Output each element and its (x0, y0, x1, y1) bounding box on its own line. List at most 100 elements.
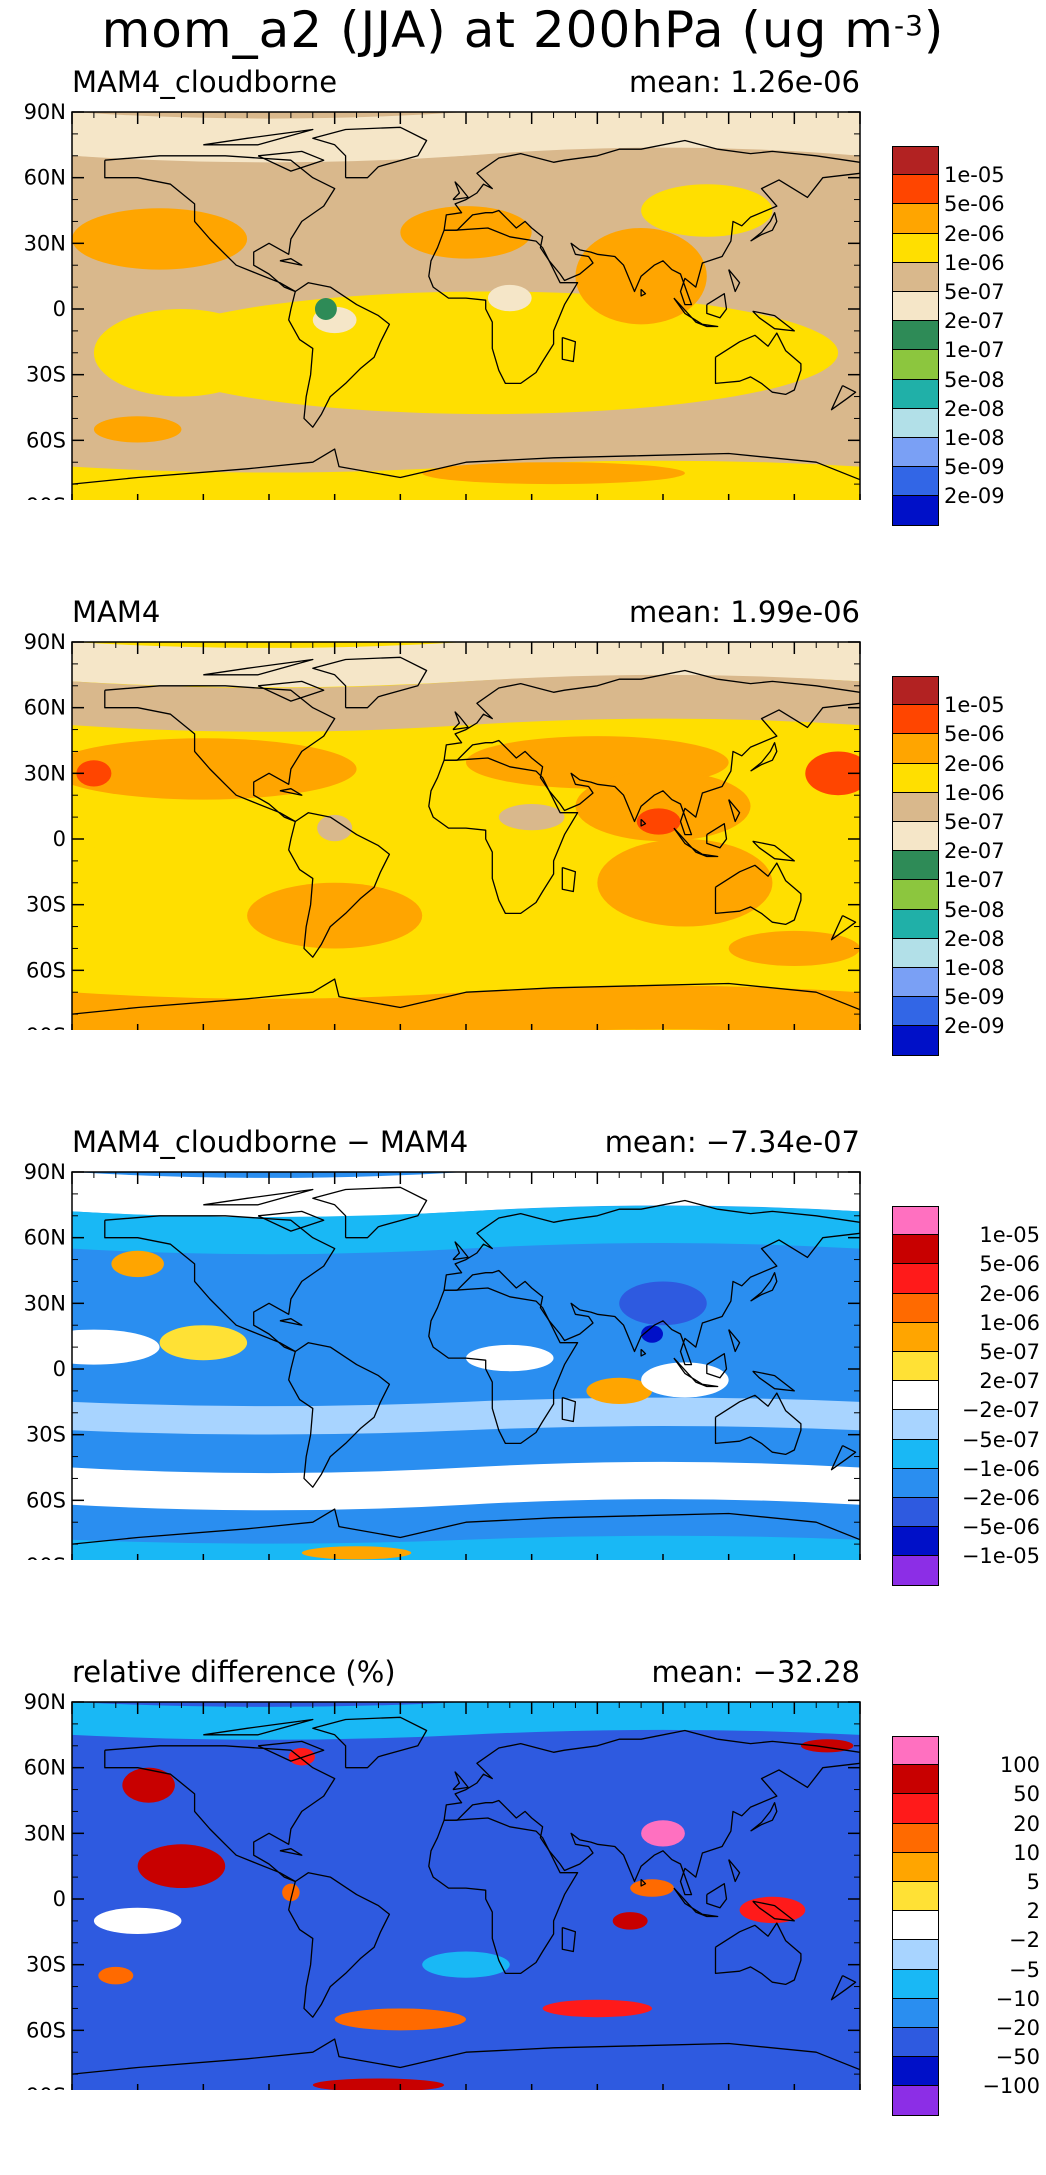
coastline (203, 128, 314, 146)
lat-tick-label: 60S (26, 958, 66, 982)
contour-region (159, 1325, 248, 1361)
colorbar-tick-label: 5e-07 (944, 810, 1005, 834)
colorbar-swatch (892, 1794, 939, 1824)
contour-region (630, 1879, 674, 1897)
contour-region (312, 2078, 445, 2090)
lat-tick-label: 30N (24, 761, 66, 785)
coastline (706, 293, 728, 319)
colorbar-legend: 100 50 20 10 5 2 −2 −5 −10 −20 −50 −100 (892, 1736, 1046, 2136)
colorbar-tick-label: 5e-06 (979, 1252, 1040, 1277)
colorbar-swatch (892, 1823, 939, 1853)
coastlines (72, 656, 860, 1015)
colorbar-swatch (892, 467, 939, 497)
coastline (714, 1392, 802, 1456)
colorbar-tick-label: 2e-07 (944, 309, 1005, 334)
colorbar-tick-label: 20 (1013, 1811, 1040, 1836)
contour-region (72, 1329, 160, 1365)
colorbar-tick-label: −100 (982, 2074, 1040, 2099)
contour-region (422, 1951, 510, 1978)
coastline (640, 288, 647, 297)
coastline (72, 1508, 860, 1545)
filled-contours (72, 112, 860, 500)
colorbar-tick-label: 2e-07 (979, 1369, 1040, 1394)
colorbar-swatch (892, 1468, 939, 1498)
coastline (72, 2038, 860, 2075)
colorbar-tick-label: −1e-06 (961, 1456, 1040, 1481)
contour-region (72, 208, 248, 270)
colorbar-swatch (892, 1235, 939, 1265)
mean-label: mean: (604, 1125, 697, 1159)
mean-value: −7.34e-07 (696, 1125, 860, 1159)
contour-region (641, 1325, 663, 1343)
coastline (452, 1241, 469, 1261)
colorbar-tick-label: −2 (1009, 1928, 1040, 1953)
contour-region (247, 882, 423, 949)
colorbar-tick-label: −2e-07 (961, 1398, 1040, 1423)
coastline (714, 332, 802, 396)
coastline (714, 862, 802, 926)
coastline (714, 1922, 802, 1986)
contour-band (72, 1205, 860, 1255)
panel-mean: mean: 1.26e-06 (629, 64, 860, 100)
contour-region (76, 760, 112, 787)
coastline (752, 310, 795, 332)
colorbar-swatch (892, 1527, 939, 1557)
mean-value: −32.28 (743, 1655, 860, 1689)
colorbar-swatch (892, 1293, 939, 1323)
coastline (104, 685, 336, 823)
contour-band (72, 1397, 860, 1435)
colorbar-tick-label: 2e-08 (944, 926, 1005, 951)
contour-region (137, 1844, 226, 1889)
panel-title: MAM4_cloudborne (72, 65, 338, 99)
coastline (830, 1975, 857, 2001)
lat-tick-label: 30N (24, 231, 66, 255)
mean-label: mean: (628, 65, 721, 99)
contour-region (739, 1896, 806, 1924)
colorbar-tick-label: 1e-06 (944, 780, 1005, 805)
colorbar-swatch (892, 968, 939, 998)
lat-tick-label: 60N (24, 166, 66, 190)
coastline (752, 1370, 795, 1392)
colorbar-swatch (892, 792, 939, 822)
contour-region (93, 1907, 182, 1935)
lat-tick-label: 30S (26, 893, 66, 917)
mean-value: 1.26e-06 (721, 65, 860, 99)
title-season: (JJA) (339, 1, 447, 59)
coastline (312, 126, 428, 179)
colorbar-tick-label: 5e-07 (979, 1340, 1040, 1364)
coastline (640, 1878, 647, 1887)
colorbar-tick-label: 5e-09 (944, 985, 1005, 1010)
coastline (257, 1740, 325, 1762)
contour-region (619, 1281, 707, 1326)
colorbar-tick-label: 2e-06 (944, 221, 1005, 246)
coastline (750, 742, 778, 772)
lat-tick-label: 90N (24, 1690, 66, 1714)
colorbar-swatch (892, 1498, 939, 1528)
lat-tick-label: 60S (26, 428, 66, 452)
contour-region (93, 309, 269, 397)
coastline (452, 711, 469, 731)
colorbar-swatch (892, 880, 939, 910)
contour-region (98, 1966, 134, 1985)
contour-region (282, 1883, 300, 1902)
colorbar-tick-label: 100 (999, 1753, 1040, 1778)
colorbar-swatch (892, 321, 939, 351)
colorbar-tick-label: 1e-05 (979, 1223, 1040, 1248)
contour-region (728, 930, 860, 966)
coastline (673, 297, 719, 328)
coastline (443, 1199, 860, 1366)
coastline (640, 1348, 647, 1357)
colorbar-tick-label: 1e-05 (944, 693, 1005, 718)
coastline (288, 812, 391, 958)
colorbar-tick-label: 1e-07 (944, 868, 1005, 893)
contour-region (317, 814, 353, 842)
coastline (203, 1188, 314, 1206)
lat-tick-label: 60S (26, 1488, 66, 1512)
coastline (428, 1817, 579, 1975)
colorbar-swatch (892, 909, 939, 939)
colorbar-swatch (892, 2086, 939, 2116)
lat-tick-label: 0 (53, 297, 66, 321)
colorbar-swatch (892, 262, 939, 292)
colorbar-swatch (892, 2028, 939, 2058)
lat-tick-label: 90N (24, 100, 66, 124)
